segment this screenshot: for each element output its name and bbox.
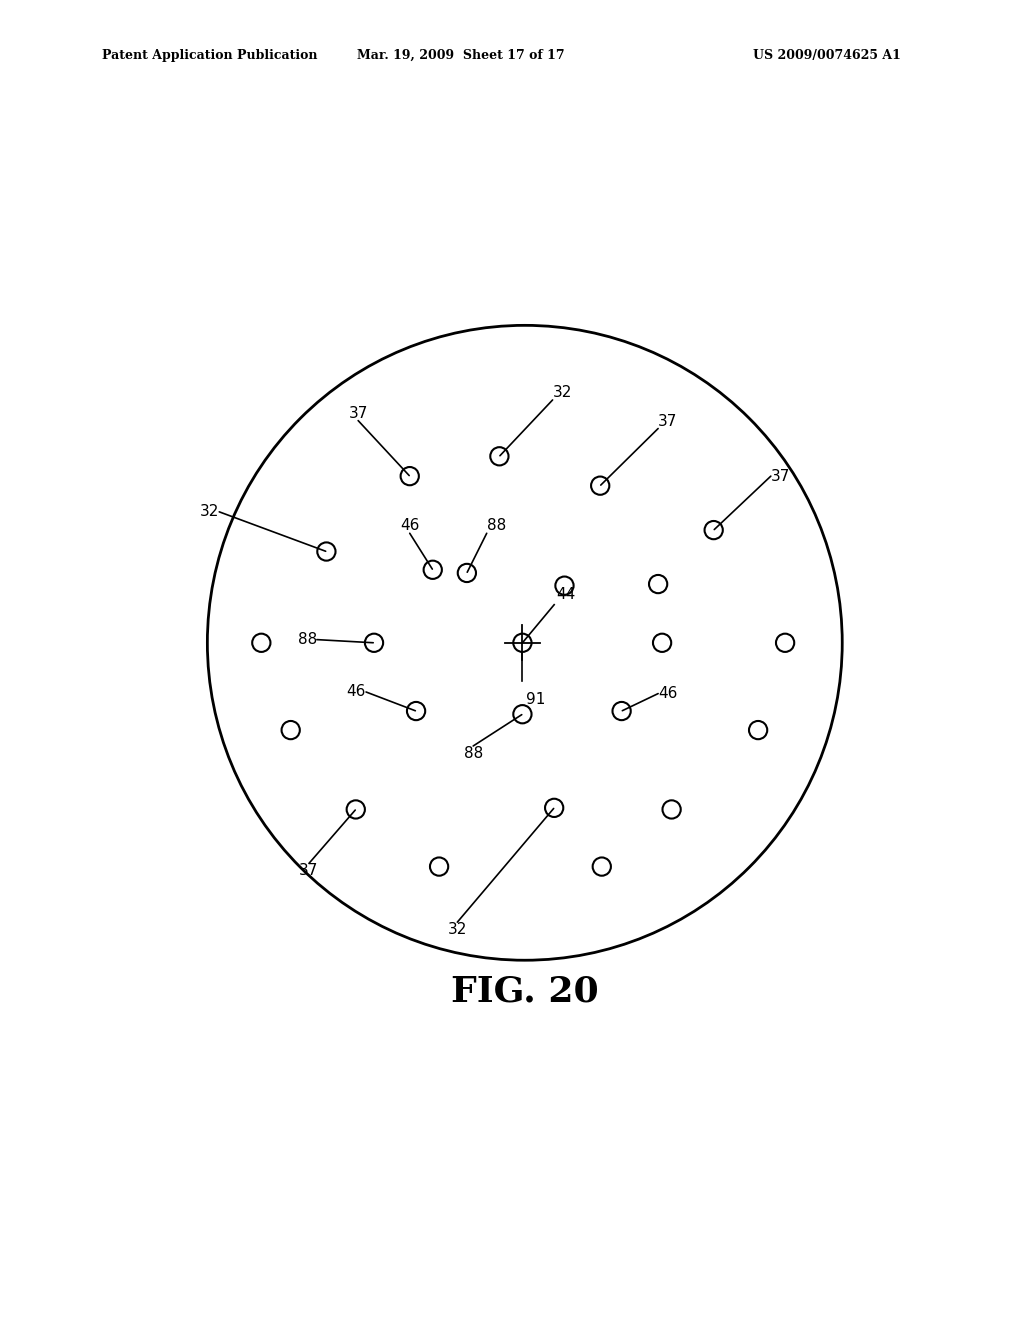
Text: 37: 37	[658, 413, 678, 429]
Text: 37: 37	[299, 863, 318, 878]
Text: 37: 37	[348, 405, 368, 421]
Text: 46: 46	[347, 685, 367, 700]
Text: Mar. 19, 2009  Sheet 17 of 17: Mar. 19, 2009 Sheet 17 of 17	[357, 49, 564, 62]
Text: 37: 37	[771, 469, 791, 483]
Text: 32: 32	[553, 385, 572, 400]
Text: 88: 88	[486, 519, 506, 533]
Text: 88: 88	[298, 632, 316, 647]
Text: 32: 32	[447, 923, 467, 937]
Text: US 2009/0074625 A1: US 2009/0074625 A1	[754, 49, 901, 62]
Text: FIG. 20: FIG. 20	[451, 975, 599, 1008]
Text: 46: 46	[658, 686, 678, 701]
Text: 91: 91	[525, 692, 545, 708]
Text: Patent Application Publication: Patent Application Publication	[102, 49, 317, 62]
Text: 32: 32	[200, 504, 219, 519]
Text: 88: 88	[464, 746, 483, 760]
Text: 44: 44	[557, 586, 575, 602]
Text: 46: 46	[400, 519, 420, 533]
